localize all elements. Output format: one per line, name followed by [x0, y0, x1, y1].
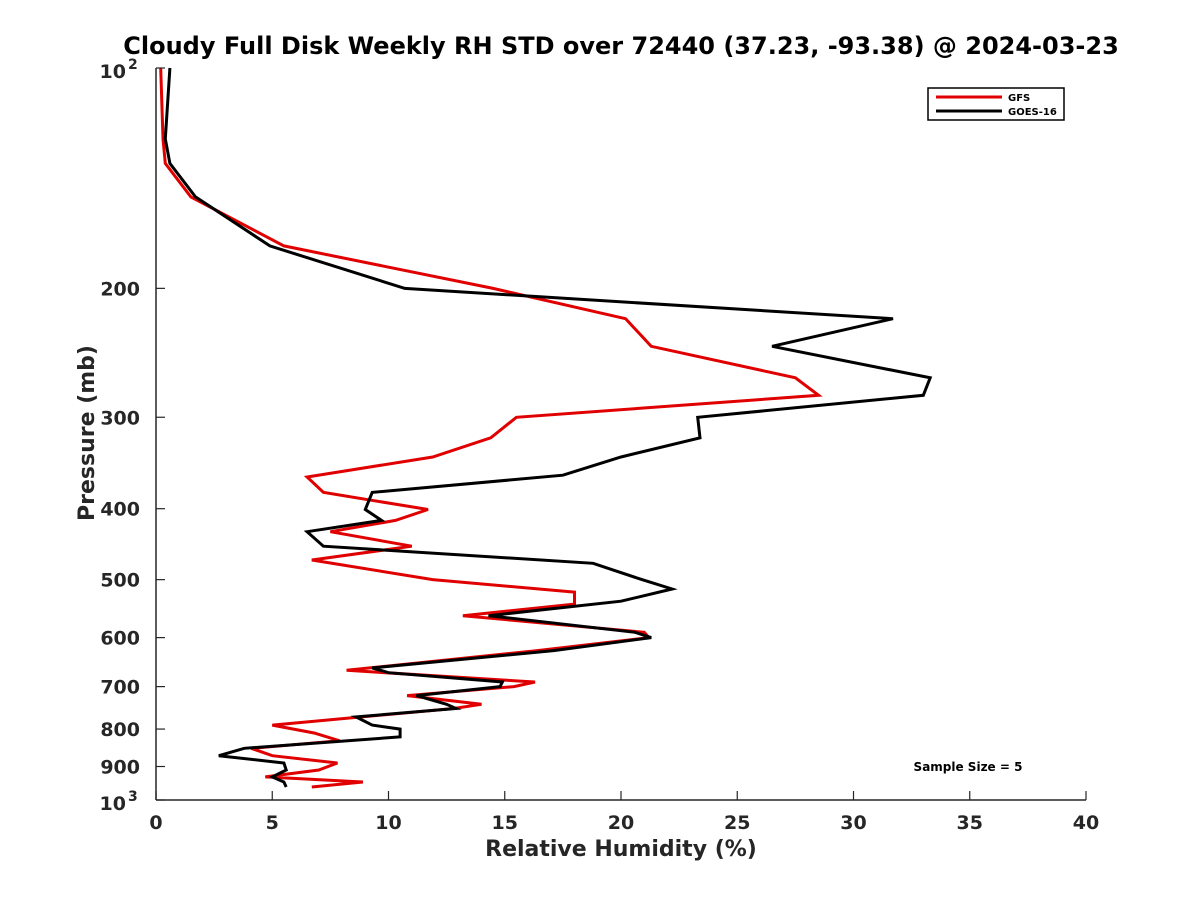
x-tick-label: 20 — [608, 812, 634, 834]
y-tick-label: 700 — [100, 677, 140, 699]
x-tick-label: 0 — [149, 812, 162, 834]
y-tick-label-exponent: 2 — [128, 57, 138, 73]
y-tick-label-exponent: 3 — [128, 789, 138, 805]
y-tick-label: 500 — [100, 570, 140, 592]
legend-label: GOES-16 — [1008, 107, 1057, 118]
y-tick-label: 10 — [100, 793, 126, 815]
series-layer — [159, 67, 933, 789]
y-tick-label: 600 — [100, 628, 140, 650]
sample-size-annotation: Sample Size = 5 — [914, 760, 1023, 774]
y-tick-label: 800 — [100, 719, 140, 741]
legend: GFS GOES-16 — [927, 87, 1065, 121]
x-tick-label: 25 — [724, 812, 750, 834]
y-tick-label: 400 — [100, 499, 140, 521]
y-axis-label: Pressure (mb) — [75, 345, 100, 521]
legend-label: GFS — [1008, 93, 1030, 104]
y-tick-label: 900 — [100, 757, 140, 779]
x-tick-label: 35 — [957, 812, 983, 834]
x-tick-label: 15 — [492, 812, 518, 834]
x-tick-label: 40 — [1073, 812, 1099, 834]
chart-title: Cloudy Full Disk Weekly RH STD over 7244… — [123, 32, 1119, 60]
legend-box — [927, 87, 1065, 121]
y-tick-label: 10 — [100, 61, 126, 83]
y-tick-label: 300 — [100, 407, 140, 429]
y-tick-label: 200 — [100, 278, 140, 300]
x-tick-label: 10 — [375, 812, 401, 834]
x-tick-label: 30 — [840, 812, 866, 834]
x-axis-label: Relative Humidity (%) — [485, 837, 757, 862]
series-line-goes-16 — [163, 67, 933, 788]
x-tick-label: 5 — [266, 812, 279, 834]
